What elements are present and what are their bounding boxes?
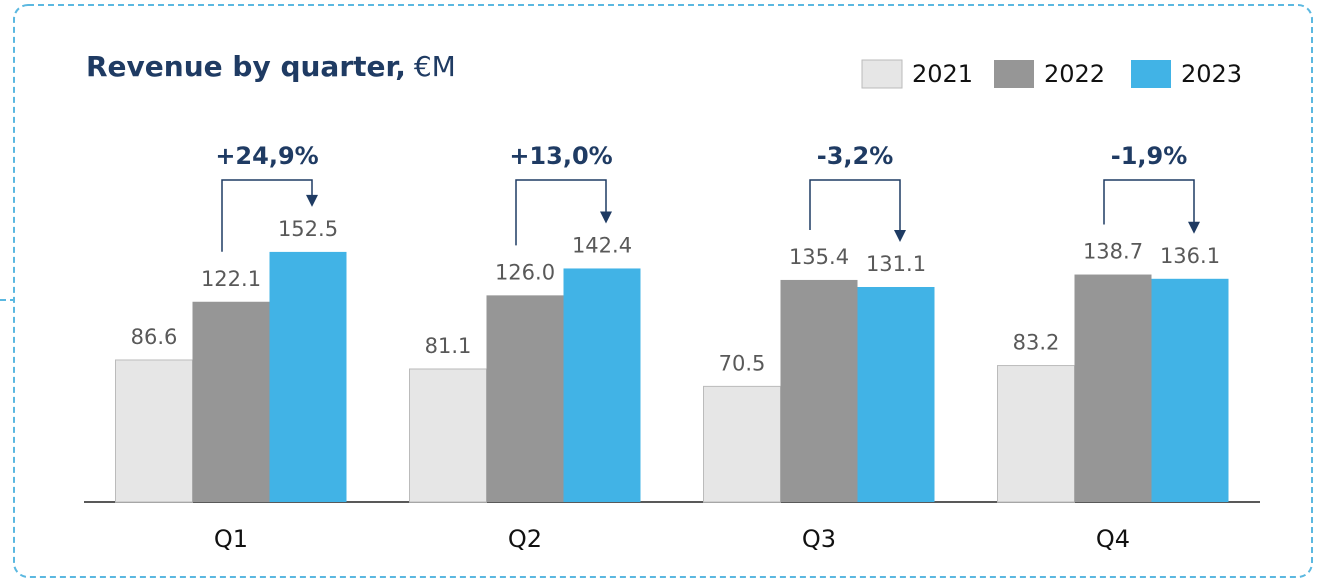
value-label: 152.5 <box>278 217 338 241</box>
bar <box>486 295 564 502</box>
x-tick-label: Q2 <box>508 525 542 553</box>
change-label: +13,0% <box>509 142 612 170</box>
bar <box>409 368 487 503</box>
bar <box>115 359 193 503</box>
title-text: Revenue by quarter, <box>86 50 406 83</box>
legend-label: 2021 <box>912 60 973 88</box>
legend-swatch <box>1131 60 1171 88</box>
bar <box>780 279 858 502</box>
change-label: -3,2% <box>817 142 894 170</box>
change-bracket <box>515 179 607 246</box>
bar <box>1074 274 1152 502</box>
change-bracket <box>1103 179 1195 225</box>
value-label: 135.4 <box>789 245 849 269</box>
value-label: 86.6 <box>131 325 178 349</box>
value-label: 83.2 <box>1013 331 1060 355</box>
change-label: +24,9% <box>215 142 318 170</box>
bar <box>857 286 935 502</box>
legend-label: 2023 <box>1181 60 1242 88</box>
legend-label: 2022 <box>1044 60 1105 88</box>
change-label: -1,9% <box>1111 142 1188 170</box>
change-arrow <box>894 229 906 242</box>
bar <box>563 268 641 502</box>
value-label: 81.1 <box>425 334 472 358</box>
value-label: 142.4 <box>572 233 632 257</box>
bar <box>192 301 270 502</box>
value-label: 136.1 <box>1160 244 1220 268</box>
legend-swatch <box>861 59 903 89</box>
bar <box>997 365 1075 503</box>
title-unit: €M <box>414 50 456 83</box>
x-tick-label: Q3 <box>802 525 836 553</box>
value-label: 126.0 <box>495 260 555 284</box>
chart-title: Revenue by quarter, €M <box>86 50 456 83</box>
x-tick-label: Q4 <box>1096 525 1130 553</box>
value-label: 138.7 <box>1083 240 1143 264</box>
bar <box>1151 278 1229 502</box>
change-bracket <box>221 179 313 252</box>
value-label: 70.5 <box>719 351 766 375</box>
change-arrow <box>600 211 612 224</box>
legend-swatch <box>994 60 1034 88</box>
frame <box>13 4 1313 578</box>
x-tick-label: Q1 <box>214 525 248 553</box>
value-label: 131.1 <box>866 252 926 276</box>
bar <box>703 385 781 503</box>
change-arrow <box>306 194 318 207</box>
value-label: 122.1 <box>201 267 261 291</box>
bar <box>269 251 347 502</box>
change-arrow <box>1188 221 1200 234</box>
change-bracket <box>809 179 901 232</box>
